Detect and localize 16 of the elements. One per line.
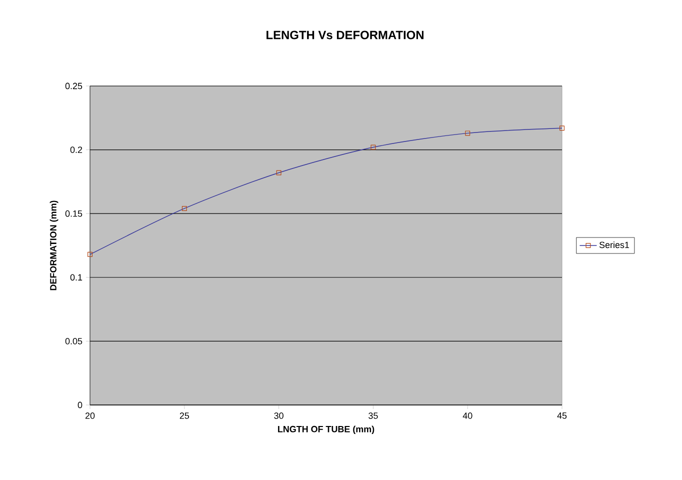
x-tick-label: 35 — [368, 412, 378, 419]
y-tick-label: 0.15 — [65, 210, 82, 217]
y-tick-label: 0.1 — [70, 274, 82, 281]
y-tick-label: 0.25 — [65, 82, 82, 90]
legend-label: Series1 — [599, 241, 630, 248]
x-axis-title: LNGTH OF TUBE (mm) — [278, 426, 374, 434]
x-tick-label: 20 — [85, 412, 95, 419]
y-tick-label: 0.05 — [65, 338, 82, 344]
x-tick-label: 25 — [180, 412, 190, 419]
x-tick-label: 30 — [274, 412, 284, 419]
y-tick-label: 0 — [78, 402, 82, 408]
x-tick-label: 40 — [462, 412, 472, 419]
y-axis-title: DEFORMATION (mm) — [50, 200, 58, 290]
chart-title: LENGTH Vs DEFORMATION — [266, 30, 424, 40]
y-tick-label: 0.2 — [70, 146, 82, 153]
x-tick-label: 45 — [557, 412, 567, 419]
